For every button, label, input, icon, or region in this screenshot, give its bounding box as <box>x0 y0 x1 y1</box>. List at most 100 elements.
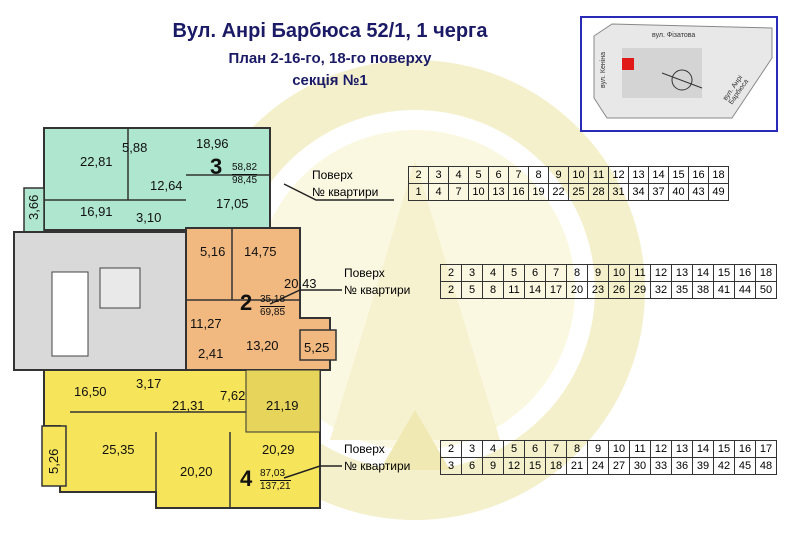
apartment-4-living: 87,03 <box>260 468 286 479</box>
room-area: 21,31 <box>172 398 205 413</box>
floor-cell: 3 <box>461 440 483 458</box>
apartment-3-rooms: 3 <box>210 154 223 179</box>
floor-cell: 15 <box>668 166 689 184</box>
floor-cell: 10 <box>568 166 589 184</box>
floor-cell: 8 <box>528 166 549 184</box>
room-area: 20,29 <box>262 442 295 457</box>
floor-cell: 7 <box>545 264 567 282</box>
floor-cell: 8 <box>566 264 588 282</box>
apartment-cell: 10 <box>468 183 489 201</box>
floor-cell: 16 <box>734 264 756 282</box>
apartment-cell: 43 <box>688 183 709 201</box>
floor-cell: 12 <box>650 440 672 458</box>
floor-cell: 14 <box>648 166 669 184</box>
floor-cell: 6 <box>488 166 509 184</box>
apartment-cell: 9 <box>482 457 504 475</box>
room-area: 5,26 <box>46 448 61 474</box>
floor-cell: 4 <box>448 166 469 184</box>
floor-cell: 5 <box>503 264 525 282</box>
apartment-cell: 7 <box>448 183 469 201</box>
floor-label: Поверх <box>344 266 385 280</box>
floor-cell: 12 <box>608 166 629 184</box>
apartment-cell: 1 <box>408 183 429 201</box>
apartment-cell: 32 <box>650 281 672 299</box>
floor-cell: 3 <box>428 166 449 184</box>
floor-cell: 14 <box>692 264 714 282</box>
apartment-row: № квартири 1 4 7 10 13 16 19 22 25 28 31… <box>308 183 729 201</box>
apartment-4-rooms: 4 <box>240 466 253 491</box>
apartment-2-living: 35,18 <box>260 294 286 305</box>
floor-cell: 9 <box>587 440 609 458</box>
floor-cell: 9 <box>587 264 609 282</box>
apartment-cell: 31 <box>608 183 629 201</box>
room-area: 21,19 <box>266 398 299 413</box>
apartment-cell: 37 <box>648 183 669 201</box>
apartment-cell: 50 <box>755 281 777 299</box>
apartment-cell: 42 <box>713 457 735 475</box>
apartment-cell: 15 <box>524 457 546 475</box>
apartment-cell: 19 <box>528 183 549 201</box>
floor-cell: 8 <box>566 440 588 458</box>
apartment-cell: 2 <box>440 281 462 299</box>
room-area: 20,43 <box>284 276 317 291</box>
room-area: 3,66 <box>26 194 41 220</box>
floor-row: Поверх 2 3 4 5 6 7 8 9 10 11 12 13 14 15… <box>340 440 777 458</box>
room-area: 2,41 <box>198 346 224 361</box>
floor-cell: 16 <box>734 440 756 458</box>
floor-cell: 7 <box>545 440 567 458</box>
apartment-cell: 34 <box>628 183 649 201</box>
building-marker <box>622 58 634 70</box>
apartment-row: № квартири 3 6 9 12 15 18 21 24 27 30 33… <box>340 457 777 475</box>
apartment-3-living: 58,82 <box>232 162 258 173</box>
apartment-label: № квартири <box>344 283 411 297</box>
apartment-row: № квартири 2 5 8 11 14 17 20 23 26 29 32… <box>340 281 777 299</box>
apartment-cell: 3 <box>440 457 462 475</box>
apartment-4-total: 137,21 <box>260 480 291 492</box>
floor-cell: 13 <box>671 264 693 282</box>
apartment-cell: 49 <box>708 183 729 201</box>
floor-cell: 18 <box>755 264 777 282</box>
apartment-cell: 44 <box>734 281 756 299</box>
floor-cell: 13 <box>628 166 649 184</box>
floor-cell: 5 <box>503 440 525 458</box>
floor-cell: 16 <box>688 166 709 184</box>
apartment-cell: 41 <box>713 281 735 299</box>
apartment-cell: 11 <box>503 281 525 299</box>
room-area: 25,35 <box>102 442 135 457</box>
plan-subtitle: План 2-16-го, 18-го поверху <box>228 50 432 67</box>
floor-row: Поверх 2 3 4 5 6 7 8 9 10 11 12 13 14 15… <box>340 264 777 282</box>
room-area: 12,64 <box>150 178 183 193</box>
map-street-top: вул. Фізатова <box>652 32 696 39</box>
apartment-2-total: 69,85 <box>260 306 286 318</box>
compass-icon <box>671 69 693 91</box>
floor-cell: 2 <box>440 440 462 458</box>
floor-cell: 4 <box>482 264 504 282</box>
floor-cell: 15 <box>713 440 735 458</box>
apartment-cell: 25 <box>568 183 589 201</box>
apartment-cell: 24 <box>587 457 609 475</box>
room-area: 17,05 <box>216 196 249 211</box>
room-area: 7,62 <box>220 388 246 403</box>
apartment-2-rooms: 2 <box>240 290 253 315</box>
floor-cell: 4 <box>482 440 504 458</box>
floor-label: Поверх <box>344 442 385 456</box>
apartment-cell: 40 <box>668 183 689 201</box>
apartment-cell: 48 <box>755 457 777 475</box>
floor-cell: 11 <box>588 166 609 184</box>
floor-cell: 11 <box>629 264 651 282</box>
room-area: 11,27 <box>190 316 222 331</box>
floor-cell: 15 <box>713 264 735 282</box>
apartment-cell: 18 <box>545 457 567 475</box>
page-title: Вул. Анрі Барбюса 52/1, 1 черга <box>172 20 488 42</box>
apartment-cell: 28 <box>588 183 609 201</box>
room-area: 16,50 <box>74 384 107 399</box>
floor-cell: 13 <box>671 440 693 458</box>
section-label: секція №1 <box>292 72 368 89</box>
apartment-cell: 38 <box>692 281 714 299</box>
apartment-cell: 5 <box>461 281 483 299</box>
apartment-cell: 17 <box>545 281 567 299</box>
apartment-label: № квартири <box>344 459 411 473</box>
room-area: 13,20 <box>246 338 279 353</box>
floor-cell: 3 <box>461 264 483 282</box>
apartment-cell: 8 <box>482 281 504 299</box>
